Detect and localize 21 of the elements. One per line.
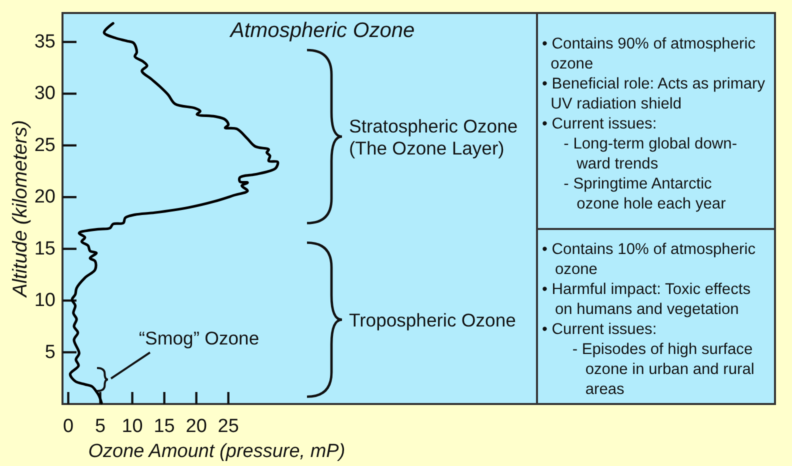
y-axis-title: Altitude (kilometers) (10, 120, 32, 298)
y-tick-label: 20 (34, 186, 56, 208)
x-tick-label: 25 (218, 416, 239, 437)
y-tick-label: 30 (34, 83, 56, 104)
y-tick-label: 5 (44, 342, 56, 363)
x-tick-label: 15 (154, 416, 175, 437)
y-tick-label: 25 (34, 134, 56, 156)
x-tick-label: 0 (62, 416, 74, 437)
chart-title: Atmospheric Ozone (228, 19, 415, 42)
y-tick-label: 15 (34, 238, 56, 260)
text: • Contains 90% of atmospheric ozone • Beneficial role: Acts as primary UV radiation shield • Current issues: - Long-term global down- ward trends - Springtime Antarctic ozone hole each year (542, 36, 765, 213)
y-tick-label: 35 (34, 31, 56, 52)
x-tick-label: 20 (186, 416, 207, 437)
x-axis-title: Ozone Amount (pressure, mP) (88, 441, 346, 462)
x-tick-label: 10 (122, 416, 143, 437)
x-tick-label: 5 (94, 416, 106, 437)
annotation: Tropospheric Ozone (349, 309, 516, 330)
annotation: Stratospheric Ozone (The Ozone Layer) (349, 115, 518, 158)
y-tick-label: 10 (34, 290, 56, 312)
text: • Contains 10% of atmospheric ozone • Harmful impact: Toxic effects on humans and vegetation • Current issues: - Episodes of high surface ozone in urban and rural areas (542, 241, 756, 398)
annotation: “Smog” Ozone (138, 327, 260, 348)
